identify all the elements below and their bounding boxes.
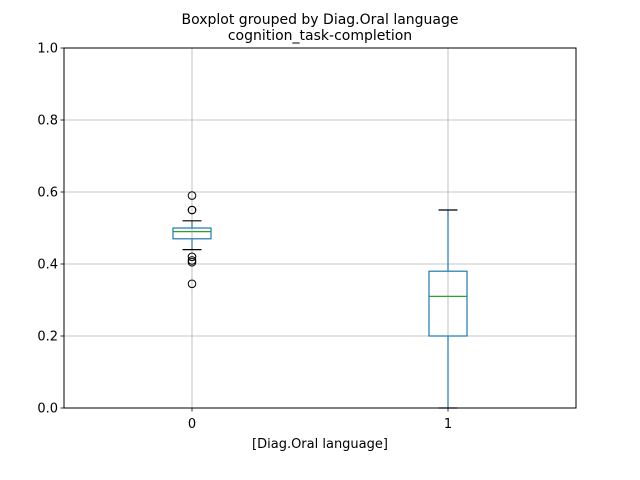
outlier-point bbox=[187, 191, 197, 200]
x-tick-label: 0 bbox=[188, 417, 196, 432]
outlier-point bbox=[187, 279, 197, 289]
y-tick-label: 1.0 bbox=[37, 42, 58, 57]
chart-suptitle: Boxplot grouped by Diag.Oral language bbox=[182, 12, 459, 28]
box-group-0 bbox=[172, 191, 212, 289]
y-tick-label: 0.6 bbox=[37, 186, 58, 201]
y-tick-label: 0.0 bbox=[37, 402, 58, 417]
grid-lines bbox=[64, 47, 576, 409]
y-tick-label: 0.2 bbox=[37, 330, 58, 345]
plot-frame bbox=[63, 47, 577, 409]
outlier-point bbox=[187, 257, 197, 267]
y-axis: 0.0 0.2 0.4 0.6 0.8 1.0 bbox=[37, 42, 64, 417]
iqr-box bbox=[428, 270, 468, 337]
chart-title: cognition_task-completion bbox=[228, 28, 412, 44]
y-tick-label: 0.8 bbox=[37, 114, 58, 129]
boxes bbox=[172, 191, 468, 409]
box-group-1 bbox=[428, 209, 468, 409]
x-tick-label: 1 bbox=[444, 417, 452, 432]
y-tick-label: 0.4 bbox=[37, 258, 58, 273]
outlier-point bbox=[187, 252, 197, 262]
iqr-box bbox=[172, 227, 212, 240]
x-axis-label: [Diag.Oral language] bbox=[252, 437, 388, 452]
outlier-point bbox=[187, 205, 197, 215]
